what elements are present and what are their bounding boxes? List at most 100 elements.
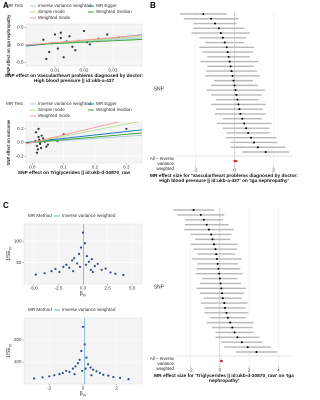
point bbox=[37, 135, 40, 139]
legend-label: Inverse variance weighted bbox=[62, 213, 116, 218]
estimate bbox=[211, 238, 214, 241]
legend-title: MR Method bbox=[28, 307, 52, 312]
legend-label: Inverse variance weighted bbox=[38, 3, 92, 8]
pooled-estimate bbox=[220, 359, 223, 363]
point bbox=[65, 369, 68, 372]
point bbox=[54, 267, 57, 271]
legend-label: Weighted median bbox=[96, 107, 132, 112]
x-tick-label: -5.0 bbox=[30, 286, 38, 291]
y-tick-label: 0.0 bbox=[17, 42, 24, 47]
point bbox=[56, 47, 60, 50]
estimate bbox=[230, 70, 233, 73]
point bbox=[92, 368, 95, 371]
point bbox=[90, 258, 93, 261]
point bbox=[122, 273, 125, 277]
estimate bbox=[214, 22, 216, 25]
point bbox=[73, 257, 76, 260]
estimate bbox=[236, 98, 239, 101]
estimate bbox=[205, 223, 208, 226]
estimate bbox=[226, 316, 229, 319]
estimate bbox=[227, 55, 230, 58]
x-tick-label: 5.0 bbox=[129, 286, 136, 291]
legend-title: MR Method bbox=[28, 213, 52, 218]
estimate bbox=[229, 321, 232, 324]
point bbox=[33, 377, 36, 380]
legend-label: Weighted median bbox=[96, 9, 132, 14]
panel-letter: B bbox=[150, 1, 156, 10]
estimate bbox=[228, 60, 231, 63]
y-axis-label: 1/SEIV bbox=[6, 246, 12, 261]
estimate bbox=[255, 351, 258, 353]
point bbox=[65, 263, 68, 266]
y-tick-label: 100 bbox=[14, 238, 22, 243]
point bbox=[68, 266, 71, 269]
point bbox=[35, 151, 39, 154]
point bbox=[58, 270, 61, 274]
y-axis-label-main: 1/SE bbox=[6, 250, 12, 262]
x-axis-label-main: β bbox=[80, 391, 83, 397]
panel-letter: A bbox=[3, 1, 9, 10]
x-tick-label: -2 bbox=[189, 368, 194, 373]
point bbox=[46, 143, 50, 146]
legend-title: MR Test bbox=[6, 101, 23, 106]
estimate bbox=[225, 311, 228, 314]
point bbox=[71, 259, 74, 262]
pooled-label: All – Inverse variance weighted bbox=[149, 356, 174, 371]
estimate bbox=[250, 136, 253, 139]
point bbox=[34, 273, 37, 276]
estimate bbox=[231, 74, 234, 77]
estimate bbox=[221, 292, 224, 295]
y-axis-label: SNP bbox=[154, 86, 165, 92]
point bbox=[83, 242, 87, 245]
point bbox=[127, 378, 130, 381]
point bbox=[81, 369, 84, 372]
estimate bbox=[202, 13, 205, 15]
estimate bbox=[247, 131, 250, 134]
estimate bbox=[234, 89, 237, 92]
x-tick-label: 0.1 bbox=[60, 165, 67, 170]
point bbox=[34, 131, 38, 134]
point bbox=[89, 268, 92, 271]
estimate bbox=[253, 141, 255, 144]
legend-label: Inverse variance weighted bbox=[62, 307, 116, 312]
point bbox=[43, 272, 46, 275]
y-axis-label: SNP effect on Iga nephropathy bbox=[6, 14, 11, 76]
estimate bbox=[246, 346, 249, 349]
y-axis-label-sub: IV bbox=[8, 343, 12, 347]
x-tick-label: 0.03 bbox=[109, 68, 118, 73]
estimate bbox=[219, 32, 222, 35]
estimate bbox=[226, 51, 229, 54]
point bbox=[96, 262, 99, 265]
x-tick-label: -2 bbox=[193, 168, 198, 173]
x-tick-label: -2.5 bbox=[54, 286, 62, 291]
estimate bbox=[221, 36, 224, 39]
point bbox=[106, 33, 109, 36]
point bbox=[71, 45, 74, 48]
panel-letter: C bbox=[3, 201, 9, 210]
point bbox=[125, 127, 128, 130]
point bbox=[62, 56, 65, 59]
estimate bbox=[238, 108, 241, 111]
point bbox=[79, 246, 83, 249]
point bbox=[42, 38, 45, 41]
x-axis-label-main: β bbox=[80, 291, 83, 297]
mr-line bbox=[26, 132, 142, 144]
point bbox=[72, 270, 75, 273]
point bbox=[85, 255, 89, 258]
y-axis-label: SNP bbox=[154, 284, 165, 290]
estimate bbox=[219, 282, 222, 285]
point bbox=[37, 127, 40, 130]
x-tick-label: 0.01 bbox=[51, 68, 60, 73]
x-tick-label: 0.0 bbox=[29, 165, 36, 170]
point bbox=[83, 343, 86, 346]
estimate bbox=[245, 127, 248, 130]
estimate bbox=[240, 341, 243, 344]
legend-title: MR Test bbox=[6, 3, 23, 8]
point bbox=[98, 371, 101, 375]
y-tick-label: 0.2 bbox=[17, 126, 24, 131]
point bbox=[53, 33, 57, 36]
point bbox=[85, 356, 88, 359]
pooled-estimate bbox=[234, 159, 237, 163]
estimate bbox=[264, 151, 267, 153]
x-tick-label: 2 bbox=[248, 368, 251, 373]
